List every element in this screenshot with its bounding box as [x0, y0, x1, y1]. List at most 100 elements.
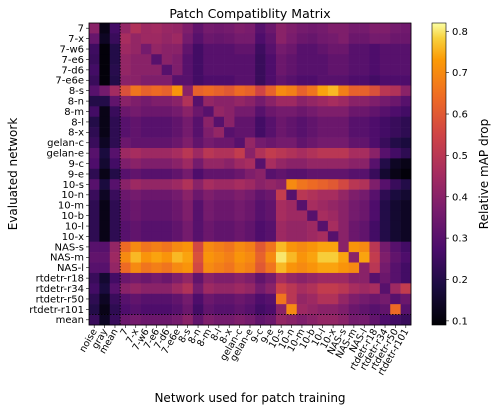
heatmap-cell-10-b-noise	[89, 210, 100, 222]
heatmap-cell-rtdetr-r101-gelan-c	[234, 304, 246, 315]
heatmap-cell-10-l-mean	[109, 220, 121, 232]
heatmap-cell-10-l-10-m	[296, 220, 308, 232]
heatmap-cell-gelan-e-7-d6	[161, 147, 173, 159]
heatmap-cell-9-e-rtdetr-r50	[390, 168, 401, 180]
heatmap-cell-gelan-e-7-e6e	[172, 147, 183, 159]
heatmap-cell-rtdetr-r101-8-l	[213, 304, 225, 315]
heatmap-cell-rtdetr-r18-10-b	[307, 272, 318, 284]
heatmap-cell-7-x-10-s	[275, 33, 287, 45]
heatmap-cell-nas-m-8-m	[203, 252, 214, 263]
heatmap-cell-nas-m-gelan-c	[234, 252, 246, 263]
heatmap-cell-10-x-10-x	[327, 231, 339, 242]
heatmap-cell-rtdetr-r18-7-e6	[151, 272, 163, 284]
heatmap-cell-10-n-mean	[109, 189, 121, 201]
heatmap-cell-10-n-nas-m	[348, 189, 360, 201]
heatmap-cell-10-b-rtdetr-r101	[400, 210, 412, 222]
heatmap-cell-rtdetr-r18-noise	[89, 272, 100, 284]
heatmap-cell-rtdetr-r34-rtdetr-r18	[369, 283, 381, 295]
heatmap-cell-7-x-rtdetr-r18	[369, 33, 381, 45]
heatmap-cell-rtdetr-r50-nas-m	[348, 293, 360, 305]
heatmap-cell-nas-l-8-l	[213, 262, 225, 274]
heatmap-cell-8-m-8-n	[192, 106, 204, 118]
heatmap-cell-rtdetr-r101-8-m	[203, 304, 214, 315]
heatmap-cell-gelan-e-10-x	[327, 147, 339, 159]
heatmap-cell-nas-l-10-n	[286, 262, 298, 274]
heatmap-cell-gelan-e-mean	[109, 147, 121, 159]
heatmap-cell-8-x-rtdetr-r34	[379, 127, 391, 138]
heatmap-cell-gelan-c-7-e6	[151, 137, 163, 149]
heatmap-cell-10-s-7-x	[130, 179, 142, 190]
heatmap-cell-8-l-gray	[99, 116, 111, 128]
heatmap-cell-7-x-rtdetr-r34	[379, 33, 391, 45]
heatmap-cell-9-c-10-n	[286, 158, 298, 170]
heatmap-cell-10-n-10-s	[275, 189, 287, 201]
heatmap-cell-7-e6e-rtdetr-r34	[379, 75, 391, 86]
heatmap-cell-8-m-8-s	[182, 106, 194, 118]
heatmap-cell-rtdetr-r101-gelan-e	[244, 304, 256, 315]
heatmap-cell-rtdetr-r18-10-l	[317, 272, 329, 284]
heatmap-cell-rtdetr-r50-8-s	[182, 293, 194, 305]
heatmap-cell-10-b-7-e6e	[172, 210, 183, 222]
heatmap-cell-8-m-mean	[109, 106, 121, 118]
heatmap-cell-9-e-gray	[99, 168, 111, 180]
heatmap-cell-9-e-8-s	[182, 168, 194, 180]
colorbar-tick-label: 0.4	[452, 192, 468, 203]
heatmap-cell-rtdetr-r34-8-x	[224, 283, 235, 295]
heatmap-cell-10-s-7-w6	[140, 179, 152, 190]
heatmap-cell-nas-m-nas-s	[338, 252, 349, 263]
heatmap-cell-10-m-7-w6	[140, 200, 152, 211]
heatmap-cell-7-8-x	[224, 23, 235, 34]
heatmap-cell-mean-noise	[89, 314, 100, 326]
heatmap-cell-9-e-rtdetr-r101	[400, 168, 412, 180]
heatmap-cell-rtdetr-r101-8-s	[182, 304, 194, 315]
heatmap-cell-8-m-7-x	[130, 106, 142, 118]
heatmap-cell-9-e-7-e6e	[172, 168, 183, 180]
heatmap-cell-nas-l-7-w6	[140, 262, 152, 274]
heatmap-cell-7-gelan-e	[244, 23, 256, 34]
heatmap-cell-mean-7-e6	[151, 314, 163, 326]
heatmap-cell-8-s-8-s	[182, 85, 194, 97]
heatmap-cell-mean-7-w6	[140, 314, 152, 326]
heatmap-cell-7-d6-noise	[89, 64, 100, 76]
heatmap-cell-8-n-7-x	[130, 95, 142, 107]
heatmap-cell-9-c-nas-m	[348, 158, 360, 170]
heatmap-cell-10-s-gelan-c	[234, 179, 246, 190]
heatmap-cell-nas-m-10-m	[296, 252, 308, 263]
heatmap-cell-nas-m-10-s	[275, 252, 287, 263]
heatmap-cell-rtdetr-r34-7	[120, 283, 131, 295]
heatmap-cell-nas-l-7-e6	[151, 262, 163, 274]
heatmap-cell-nas-l-rtdetr-r18	[369, 262, 381, 274]
heatmap-cell-nas-s-noise	[89, 241, 100, 253]
heatmap-cell-nas-s-7-d6	[161, 241, 173, 253]
heatmap-cell-rtdetr-r34-10-l	[317, 283, 329, 295]
heatmap-cell-rtdetr-r101-nas-l	[359, 304, 370, 315]
heatmap-cell-nas-s-7-x	[130, 241, 142, 253]
heatmap-cell-7-d6-nas-s	[338, 64, 349, 76]
heatmap-cell-8-x-7	[120, 127, 131, 138]
heatmap-cell-nas-s-rtdetr-r34	[379, 241, 391, 253]
heatmap-cell-7-e6e-8-s	[182, 75, 194, 86]
heatmap-cell-9-c-10-m	[296, 158, 308, 170]
heatmap-cell-10-m-8-l	[213, 200, 225, 211]
heatmap-cell-7-8-s	[182, 23, 194, 34]
heatmap-cell-nas-m-9-e	[265, 252, 277, 263]
heatmap-cell-7-w6-10-x	[327, 43, 339, 55]
heatmap-cell-7-x-mean	[109, 33, 121, 45]
heatmap-cell-nas-l-10-b	[307, 262, 318, 274]
heatmap-cell-7-rtdetr-r101	[400, 23, 412, 34]
heatmap-cell-nas-s-gelan-e	[244, 241, 256, 253]
heatmap-cell-8-l-nas-s	[338, 116, 349, 128]
x-tick-labels: noisegraymean77-x7-w67-e67-d67-e6e8-s8-n…	[78, 325, 411, 378]
heatmap-cell-8-m-noise	[89, 106, 100, 118]
heatmap-cell-7-e6-rtdetr-r101	[400, 54, 412, 65]
heatmap-cell-10-l-8-m	[203, 220, 214, 232]
heatmap-cell-9-c-8-x	[224, 158, 235, 170]
heatmap-cell-8-s-rtdetr-r34	[379, 85, 391, 97]
heatmap-cell-8-x-7-e6	[151, 127, 163, 138]
heatmap-cell-10-s-8-s	[182, 179, 194, 190]
heatmap-cell-nas-s-8-l	[213, 241, 225, 253]
colorbar-tick-label: 0.8	[452, 27, 468, 38]
heatmap-cell-rtdetr-r101-7-e6e	[172, 304, 183, 315]
y-tick-label: NAS-m	[50, 253, 84, 264]
heatmap-cell-nas-s-nas-m	[348, 241, 360, 253]
